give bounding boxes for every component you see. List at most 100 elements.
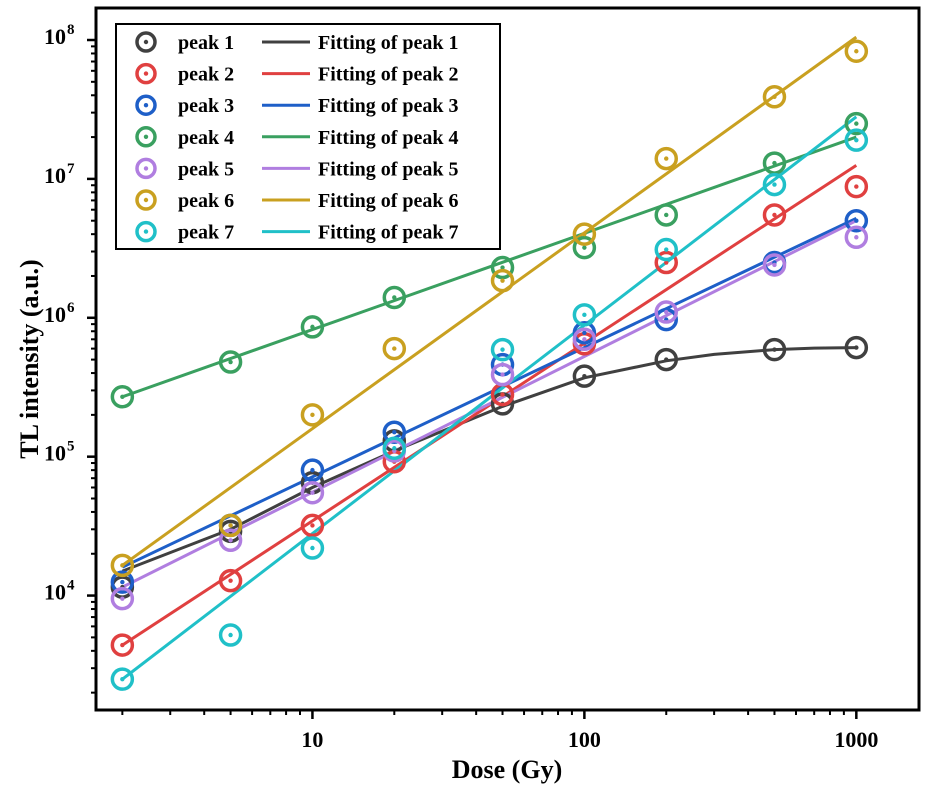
legend-point-dot [143,39,149,45]
point-ring [572,235,597,260]
point-ring [218,513,243,538]
legend-label-fit-peak-1: Fitting of peak 1 [318,32,459,54]
data-point-peak-4 [572,235,597,260]
legend-point-ring [135,94,157,116]
point-center-dot [310,523,315,528]
legend: peak 1 Fitting of peak 1 peak 2 Fitting of … [115,23,501,250]
point-center-dot [772,160,777,166]
data-point-peak-2 [762,203,787,227]
y-tick-exponent: 7 [67,161,75,177]
data-point-peak-5 [490,362,515,387]
x-tick-label: 1000 [834,727,878,752]
y-tick-exponent: 8 [67,22,75,38]
data-point-peak-1 [572,364,597,388]
point-center-dot [500,347,505,352]
point-center-dot [664,247,669,252]
legend-point-ring [135,157,157,180]
legend-point-ring [135,62,157,85]
point-ring [382,436,407,460]
fit-line-peak-4 [121,135,857,399]
point-ring [110,385,135,409]
point-ring [300,403,325,427]
point-center-dot [392,346,397,351]
y-tick-base: 10 [44,163,66,188]
legend-label-fit-peak-5: Fitting of peak 5 [318,158,459,180]
legend-label-peak-7: peak 7 [178,222,234,244]
point-ring [572,222,597,246]
legend-point-ring [135,189,157,211]
point-center-dot [854,345,859,350]
y-tick-label: 10 [44,441,66,466]
legend-label-peak-2: peak 2 [178,64,234,86]
y-tick-exponent: 4 [67,578,75,594]
y-tick-base: 10 [44,580,66,605]
point-center-dot [854,218,859,223]
data-point-peak-7 [572,303,597,327]
point-center-dot [582,231,587,237]
x-tick-label: 10 [301,727,323,752]
point-ring [300,513,325,538]
data-point-peak-7 [300,536,325,560]
data-point-peak-7 [762,172,787,197]
point-ring [654,250,678,275]
point-center-dot [310,412,315,418]
point-ring [110,667,135,691]
point-ring [844,39,869,63]
y-tick-exponent: 5 [67,439,75,455]
point-ring [844,174,869,199]
legend-point-dot [143,134,149,139]
legend-label-fit-peak-6: Fitting of peak 6 [318,190,459,212]
point-center-dot [120,676,125,682]
point-ring [382,285,407,310]
point-center-dot [310,490,315,495]
point-center-dot [664,260,669,265]
legend-point-ring [135,31,157,53]
point-center-dot [854,121,859,126]
legend-label-fit-peak-3: Fitting of peak 3 [318,95,459,117]
point-ring [572,364,597,388]
y-tick-label: 10 [44,24,66,49]
point-center-dot [582,373,587,379]
legend-point-dot [143,166,149,171]
legend-point-ring [135,220,157,243]
point-ring [490,337,515,362]
point-center-dot [228,578,233,583]
data-point-peak-7 [844,128,869,152]
legend-symbol-peak-4 [135,126,157,148]
data-point-peak-6 [110,553,135,578]
point-center-dot [120,563,125,568]
data-point-peak-4 [654,203,678,227]
legend-point-dot [143,197,149,203]
data-points [110,39,869,691]
point-center-dot [664,309,669,315]
y-tick-base: 10 [44,24,66,49]
point-ring [572,327,597,352]
legend-symbol-peak-1 [135,31,157,53]
point-center-dot [582,245,587,250]
point-ring [110,633,135,657]
legend-symbol-peak-3 [135,94,157,116]
point-center-dot [500,392,505,397]
y-tick-label: 10 [44,580,66,605]
point-ring [218,350,243,374]
data-point-peak-6 [654,146,678,171]
point-center-dot [772,262,777,268]
point-center-dot [120,394,125,399]
data-point-peak-5 [572,327,597,352]
fit-line-peak-6 [121,35,858,567]
y-tick-exponent: 6 [67,300,75,316]
data-point-peak-3 [300,458,325,482]
point-center-dot [664,357,669,362]
point-ring [654,300,678,324]
point-ring [654,203,678,227]
legend-point-dot [143,103,149,108]
point-ring [654,146,678,171]
point-ring [300,458,325,482]
point-center-dot [228,632,233,638]
legend-label-peak-6: peak 6 [178,190,234,212]
x-axis-ticks: 10 100 1000 [121,710,878,752]
point-ring [654,237,678,262]
point-ring [654,347,678,372]
